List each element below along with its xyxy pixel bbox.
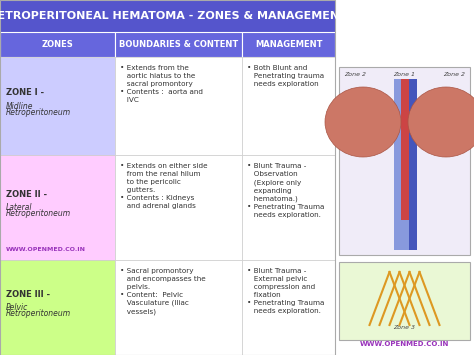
Ellipse shape: [408, 87, 474, 157]
Text: • Sacral promontory
   and encompasses the
   pelvis.
• Content:  Pelvic
   Vasc: • Sacral promontory and encompasses the …: [120, 268, 206, 315]
Text: WWW.OPENMED.CO.IN: WWW.OPENMED.CO.IN: [6, 247, 86, 252]
Text: • Extends from the
   aortic hiatus to the
   sacral promontory
• Contents :  ao: • Extends from the aortic hiatus to the …: [120, 65, 203, 103]
Bar: [401, 79, 409, 220]
Text: BOUNDARIES & CONTENT: BOUNDARIES & CONTENT: [119, 40, 238, 49]
Bar: [0, 32, 115, 57]
Text: ZONE III -: ZONE III -: [6, 290, 50, 299]
Text: • Blunt Trauma -
   External pelvic
   compression and
   fixation
• Penetrating: • Blunt Trauma - External pelvic compres…: [247, 268, 324, 314]
Ellipse shape: [325, 87, 401, 157]
Bar: [0, 0, 335, 355]
Text: Retroperitoneum: Retroperitoneum: [6, 309, 71, 318]
Bar: [115, 32, 242, 57]
Bar: [0, 57, 115, 155]
Bar: [393, 79, 416, 250]
Text: Zone 2: Zone 2: [344, 72, 366, 77]
Text: Zone 2: Zone 2: [443, 72, 465, 77]
Text: ZONE II -: ZONE II -: [6, 190, 47, 199]
Text: Lateral: Lateral: [6, 203, 33, 212]
Text: Midline: Midline: [6, 102, 34, 111]
Bar: [242, 57, 335, 155]
Text: Retroperitoneum: Retroperitoneum: [6, 108, 71, 117]
Text: Pelvic: Pelvic: [6, 303, 28, 312]
Text: ZONE I -: ZONE I -: [6, 88, 44, 97]
Bar: [115, 57, 242, 155]
Bar: [242, 155, 335, 260]
Bar: [115, 155, 242, 260]
Bar: [0, 260, 115, 355]
Bar: [115, 260, 242, 355]
Text: • Both Blunt and
   Penetrating trauma
   needs exploration: • Both Blunt and Penetrating trauma need…: [247, 65, 324, 87]
Text: Zone 3: Zone 3: [393, 325, 416, 330]
Text: WWW.OPENMED.CO.IN: WWW.OPENMED.CO.IN: [360, 341, 449, 347]
Text: MANAGEMENT: MANAGEMENT: [255, 40, 322, 49]
Bar: [242, 260, 335, 355]
Bar: [409, 79, 417, 250]
Bar: [339, 262, 470, 340]
Text: ZONES: ZONES: [42, 40, 73, 49]
Bar: [242, 32, 335, 57]
Bar: [0, 0, 335, 32]
Text: Zone 1: Zone 1: [393, 72, 416, 77]
Text: • Extends on either side
   from the renal hilum
   to the pericolic
   gutters.: • Extends on either side from the renal …: [120, 163, 208, 209]
Text: RETROPERITONEAL HEMATOMA - ZONES & MANAGEMENT: RETROPERITONEAL HEMATOMA - ZONES & MANAG…: [0, 11, 346, 21]
Bar: [0, 155, 115, 260]
Text: • Blunt Trauma -
   Observation
   (Explore only
   expanding
   hematoma.)
• Pe: • Blunt Trauma - Observation (Explore on…: [247, 163, 324, 218]
Text: Retroperitoneum: Retroperitoneum: [6, 209, 71, 218]
Bar: [339, 67, 470, 255]
